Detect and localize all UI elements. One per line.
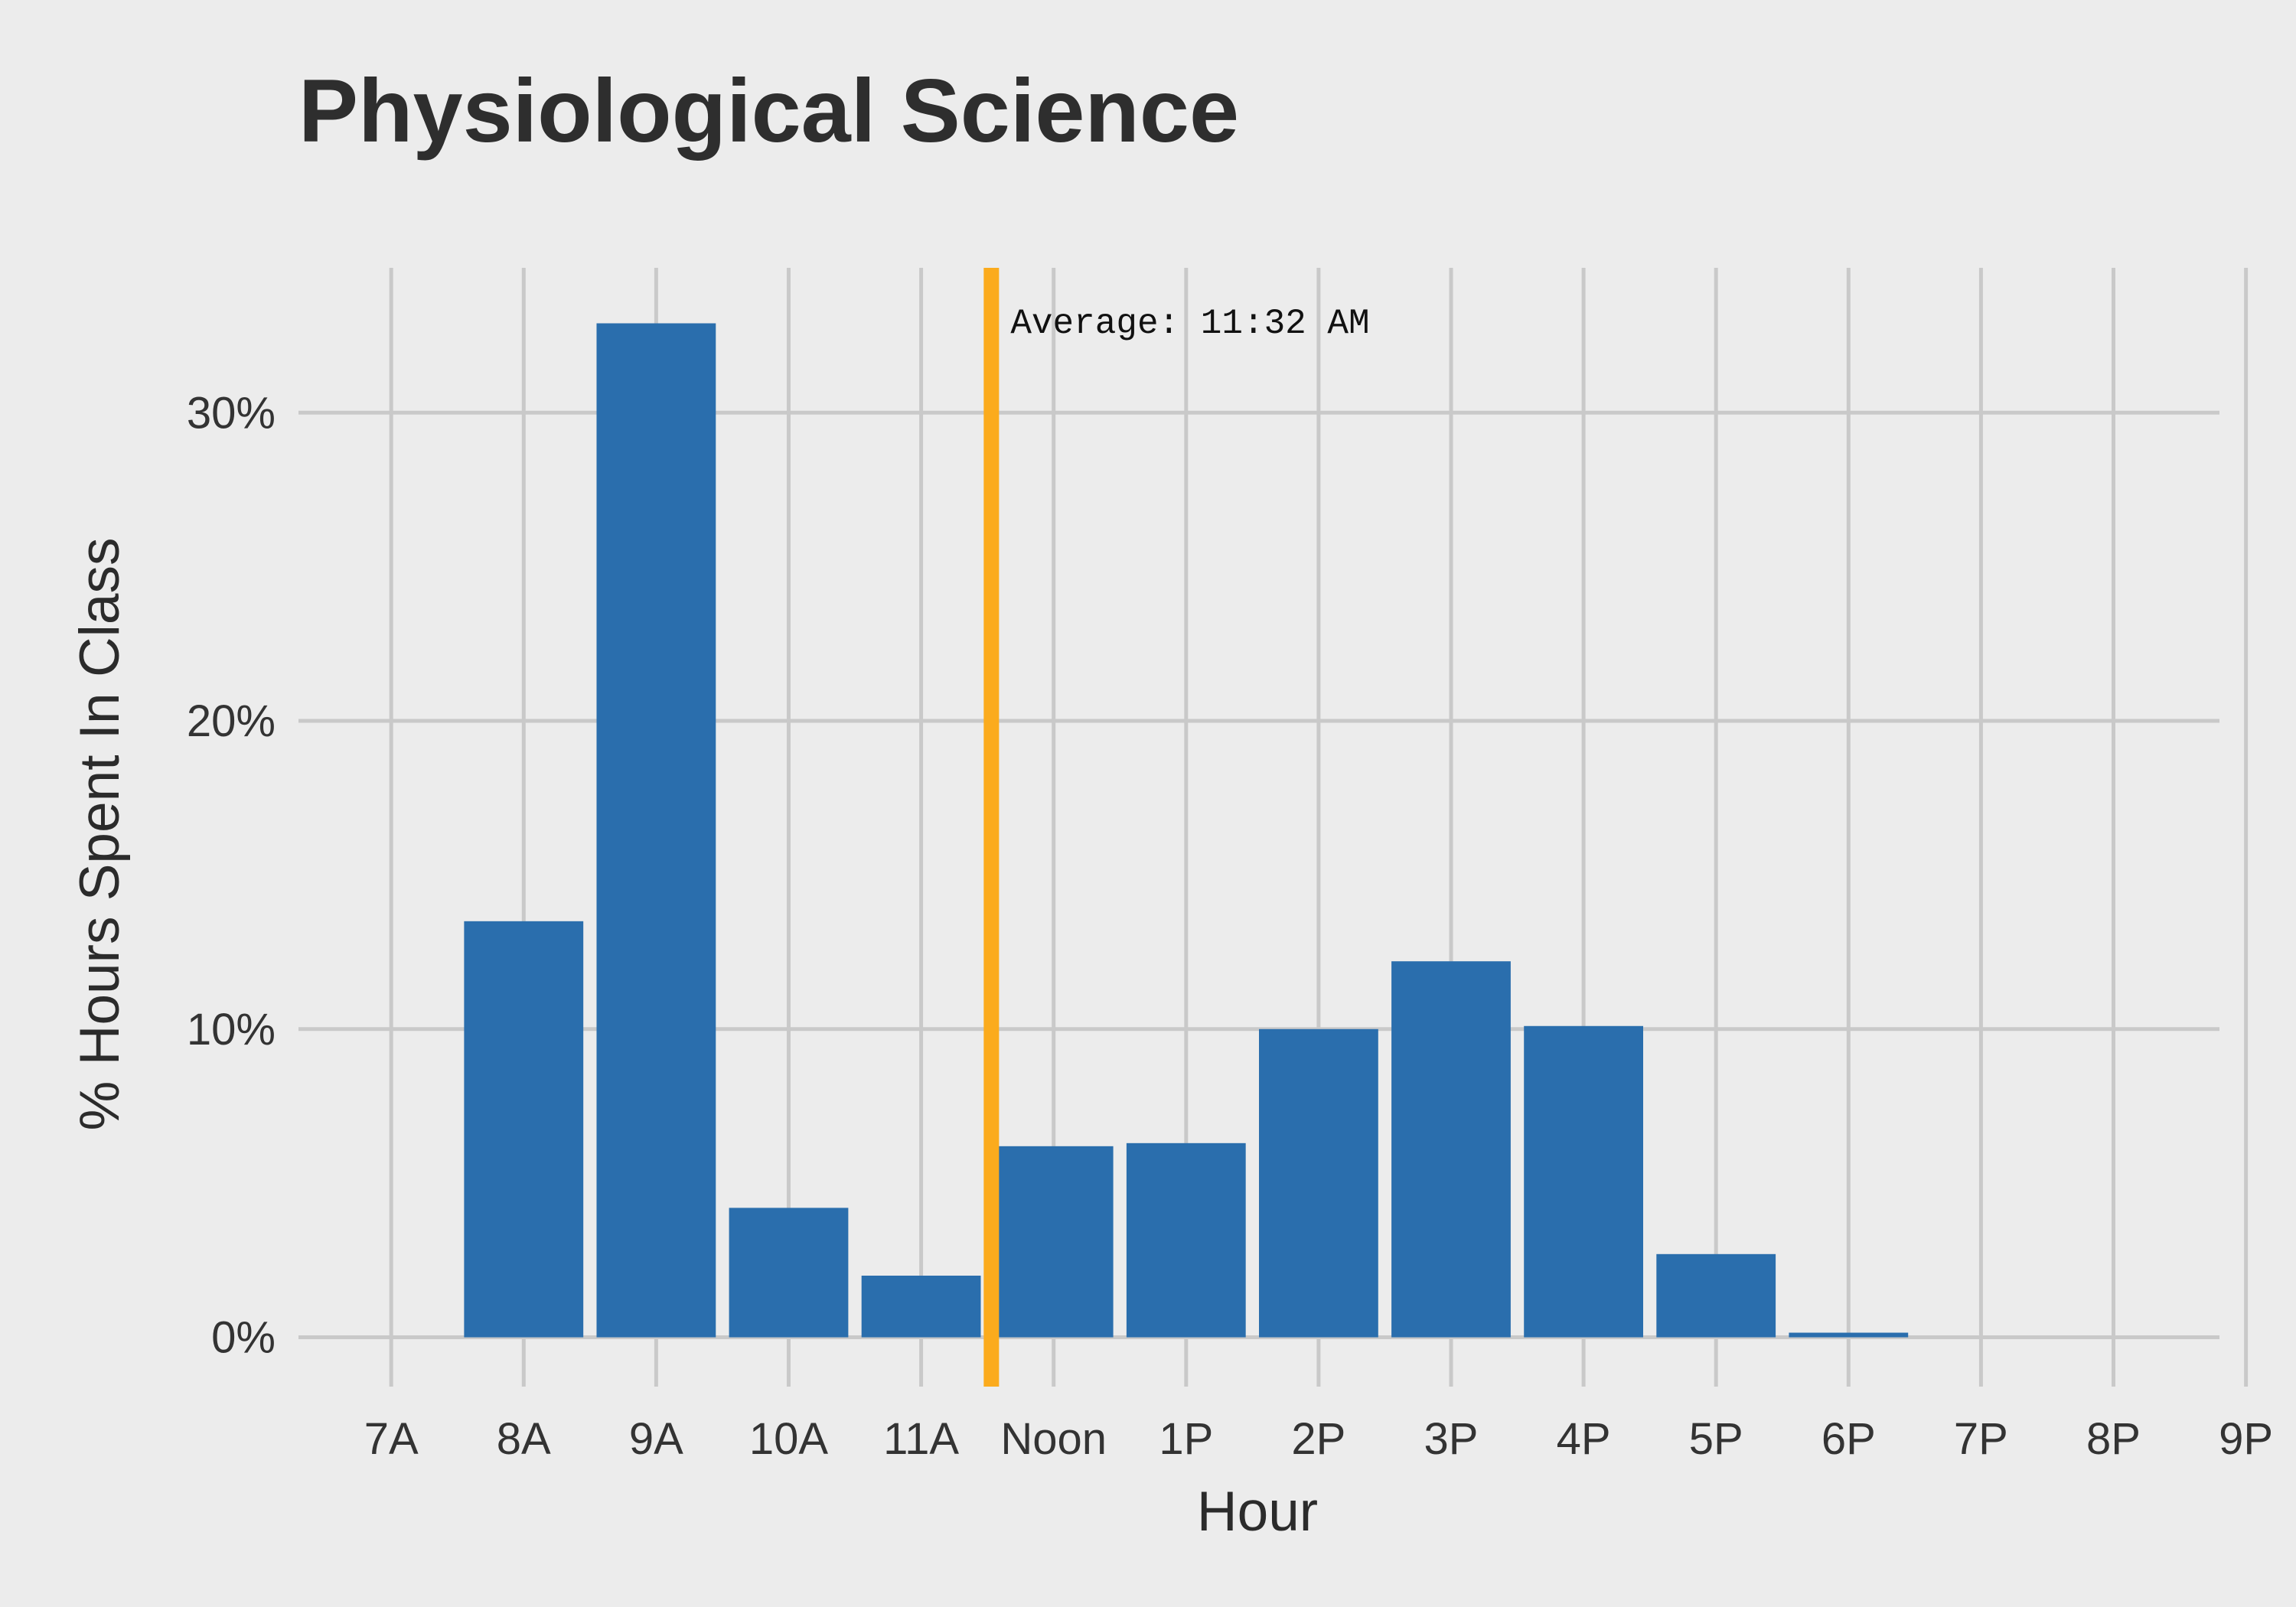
y-tick-labels: 0% 10% 20% 30% [187,388,276,1362]
x-tick-label: 1P [1159,1414,1213,1464]
reference-line-group: Average: 11:32 AM [983,268,1370,1387]
bar-9a [596,323,716,1338]
x-tick-label: 4P [1557,1414,1611,1464]
bar-4p [1524,1025,1643,1338]
x-tick-label: 3P [1424,1414,1479,1464]
bar-3p [1391,961,1511,1338]
x-tick-label: 7P [1954,1414,2008,1464]
x-tick-label: 7A [364,1414,419,1464]
y-axis-label: % Hours Spent In Class [69,538,131,1131]
x-tick-labels: 7A 8A 9A 10A 11A Noon 1P 2P 3P 4P 5P 6P 7P 8P 9P [364,1414,2273,1464]
y-tick-label: 20% [187,696,276,746]
y-tick-label: 0% [211,1313,276,1363]
x-tick-label: 11A [883,1414,959,1464]
x-tick-label: 6P [1821,1414,1876,1464]
bar-noon [993,1146,1114,1338]
bar-1p [1126,1143,1246,1338]
x-tick-label: 8A [497,1414,551,1464]
chart-title: Physiological Science [298,60,1239,161]
bars [464,323,1909,1338]
x-tick-label: 5P [1689,1414,1743,1464]
x-tick-label: Noon [1000,1414,1107,1464]
bar-8a [464,921,584,1338]
y-tick-label: 30% [187,388,276,438]
bar-5p [1656,1253,1776,1338]
average-annotation: Average: 11:32 AM [1010,304,1369,344]
x-axis-label: Hour [1197,1481,1318,1543]
x-tick-label: 8P [2086,1414,2141,1464]
x-tick-label: 10A [749,1414,829,1464]
y-tick-label: 10% [187,1005,276,1054]
bar-11a [861,1276,981,1338]
bar-10a [729,1208,849,1338]
x-tick-label: 9A [629,1414,683,1464]
bar-6p [1789,1332,1909,1338]
bar-2p [1259,1028,1378,1338]
x-tick-label: 9P [2219,1414,2273,1464]
average-line [983,268,1000,1387]
x-tick-label: 2P [1291,1414,1345,1464]
